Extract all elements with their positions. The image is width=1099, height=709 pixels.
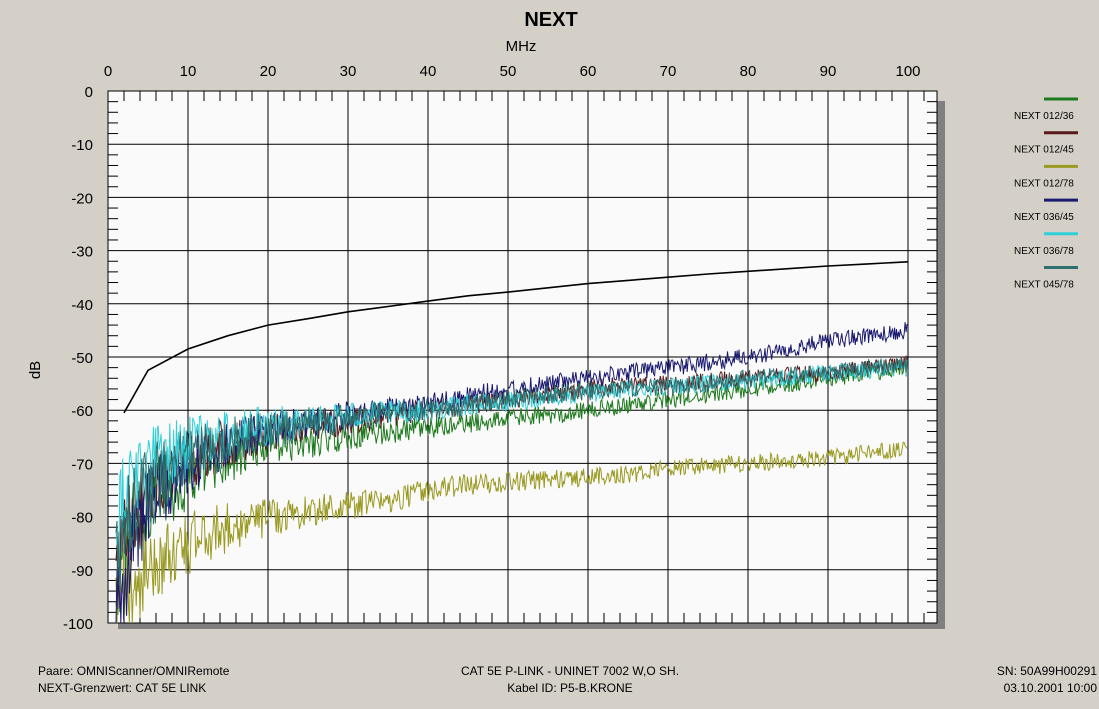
x-tick-label: 100 [895, 63, 920, 80]
legend-label: NEXT 036/78 [1014, 246, 1074, 257]
y-tick-label: 0 [85, 84, 93, 101]
x-tick-label: 30 [340, 63, 357, 80]
series-line [115, 441, 908, 624]
y-tick-label: -60 [71, 403, 93, 420]
limit-text: NEXT-Grenzwert: CAT 5E LINK [38, 681, 207, 695]
grid [108, 91, 937, 624]
legend-label: NEXT 012/36 [1014, 111, 1074, 122]
next-chart: NEXT MHz dB 0 10 20 30 40 50 60 70 80 90 100 0 -10 -… [27, 9, 1078, 633]
y-tick-label: -90 [71, 563, 93, 580]
serial-number-text: SN: 50A99H00291 [996, 664, 1097, 678]
y-tick-label: -70 [71, 456, 93, 473]
limit-line [123, 261, 909, 414]
x-tick-label: 20 [260, 63, 277, 80]
cable-id-text: Kabel ID: P5-B.KRONE [507, 681, 633, 695]
x-tick-labels: 0 10 20 30 40 50 60 70 80 90 100 [104, 63, 921, 80]
legend-label: NEXT 045/78 [1014, 280, 1074, 291]
x-tick-label: 80 [740, 63, 757, 80]
cable-type-text: CAT 5E P-LINK - UNINET 7002 W,O SH. [460, 664, 680, 678]
footer-left: Paare: OMNIScanner/OMNIRemote NEXT-Grenz… [38, 663, 229, 697]
y-axis-label: dB [27, 361, 44, 379]
y-tick-label: -80 [71, 510, 93, 527]
x-axis-label: MHz [506, 38, 537, 55]
y-tick-label: -100 [63, 616, 93, 633]
y-tick-label: -50 [71, 350, 93, 367]
series-lines [115, 261, 909, 624]
legend-label: NEXT 036/45 [1014, 212, 1074, 223]
y-tick-label: -20 [71, 190, 93, 207]
footer-right: SN: 50A99H00291 03.10.2001 10:00 [997, 663, 1097, 697]
x-tick-label: 90 [820, 63, 837, 80]
x-tick-label: 60 [580, 63, 597, 80]
x-tick-label: 10 [180, 63, 197, 80]
series-line [115, 357, 908, 591]
legend-label: NEXT 012/45 [1014, 145, 1074, 156]
x-tick-label: 0 [104, 63, 112, 80]
y-tick-label: -40 [71, 297, 93, 314]
legend-label: NEXT 012/78 [1014, 178, 1074, 189]
pairs-text: Paare: OMNIScanner/OMNIRemote [38, 664, 230, 678]
footer-center: CAT 5E P-LINK - UNINET 7002 W,O SH. Kabe… [380, 663, 760, 697]
x-tick-label: 40 [420, 63, 437, 80]
legend: NEXT 012/36 NEXT 012/45 NEXT 012/78 NEXT 03… [1014, 97, 1078, 291]
y-tick-labels: 0 -10 -20 -30 -40 -50 -60 -70 -80 -90 -100 [63, 84, 93, 633]
y-tick-label: -10 [71, 137, 93, 154]
timestamp-text: 03.10.2001 10:00 [1003, 681, 1097, 695]
y-tick-label: -30 [71, 244, 93, 261]
x-tick-label: 50 [500, 63, 517, 80]
chart-title: NEXT [524, 9, 577, 31]
x-tick-label: 70 [660, 63, 677, 80]
